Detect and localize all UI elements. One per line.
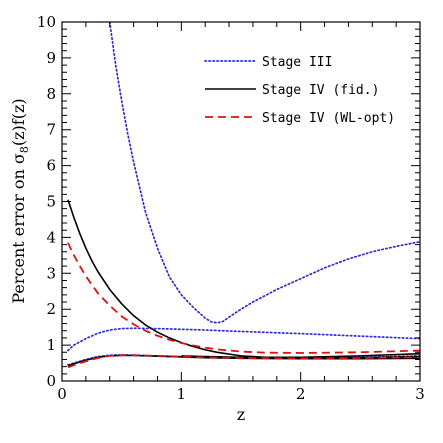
- y-tick-label: 0: [46, 372, 56, 390]
- y-tick-label: 10: [37, 13, 56, 31]
- y-tick-label: 9: [46, 49, 56, 67]
- plot-frame: [61, 21, 421, 382]
- x-tick-label: 2: [296, 385, 306, 403]
- y-tick-label: 6: [46, 157, 56, 175]
- y-tick-label: 8: [46, 85, 56, 103]
- axis-ticks: [61, 21, 421, 382]
- x-tick-label: 1: [177, 385, 187, 403]
- y-axis-title: Percent error on σ8(z)f(z): [9, 98, 31, 303]
- y-tick-label: 4: [46, 228, 56, 246]
- y-axis-title-prefix: Percent error on σ: [9, 153, 28, 304]
- x-tick-label: 0: [57, 385, 67, 403]
- x-tick-label: 3: [415, 385, 425, 403]
- series-layer: [67, 22, 420, 369]
- series-line-1: [108, 22, 420, 324]
- y-tick-label: 7: [46, 121, 56, 139]
- series-line-8: [67, 354, 420, 369]
- y-tick-label: 2: [46, 300, 56, 318]
- series-line-4: [67, 199, 420, 359]
- y-tick-label: 3: [46, 264, 56, 282]
- legend-label: Stage IV (WL-opt): [262, 111, 395, 126]
- y-axis-title-subscript: 8: [18, 146, 31, 153]
- legend-label: Stage IV (fid.): [262, 83, 379, 98]
- x-axis-title: z: [237, 405, 245, 424]
- legend: Stage III Stage IV (fid.) Stage IV (WL-opt…: [204, 55, 395, 126]
- series-line-2: [67, 327, 420, 352]
- legend-label: Stage III: [262, 55, 332, 70]
- y-tick-label: 5: [46, 193, 56, 211]
- y-axis-title-suffix: (z)f(z): [9, 98, 28, 146]
- series-line-7: [67, 242, 420, 354]
- ticks-layer: 0 1 2 3 0 1 2 3 4 5 6 7 8 9 10: [37, 13, 425, 403]
- y-tick-label: 1: [46, 336, 56, 354]
